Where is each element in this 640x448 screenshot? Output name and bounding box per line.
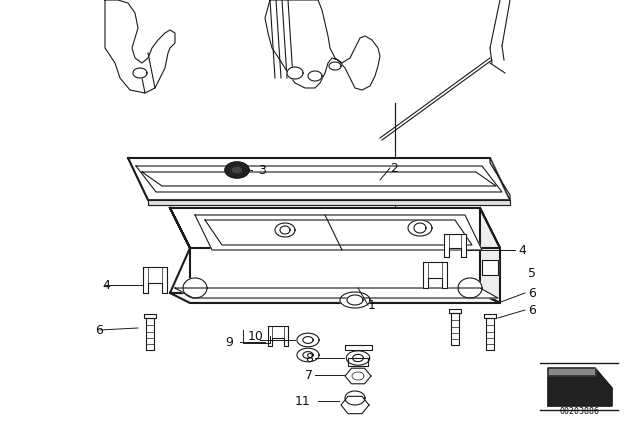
Polygon shape	[287, 67, 303, 79]
Text: 00203886: 00203886	[559, 407, 599, 416]
Polygon shape	[303, 352, 313, 358]
Polygon shape	[225, 162, 249, 178]
Polygon shape	[352, 372, 364, 380]
Polygon shape	[170, 293, 500, 303]
Polygon shape	[231, 166, 243, 174]
Polygon shape	[414, 223, 426, 233]
Text: 9: 9	[225, 336, 233, 349]
Polygon shape	[451, 313, 459, 345]
Polygon shape	[297, 333, 319, 347]
Polygon shape	[265, 0, 380, 90]
Text: 11: 11	[295, 395, 311, 408]
Text: 7: 7	[305, 369, 313, 382]
Polygon shape	[340, 292, 370, 308]
Polygon shape	[148, 200, 510, 205]
Polygon shape	[133, 68, 147, 78]
Polygon shape	[143, 267, 167, 293]
Text: 8: 8	[305, 352, 313, 365]
Polygon shape	[280, 226, 290, 234]
Polygon shape	[458, 278, 482, 298]
Polygon shape	[142, 172, 496, 186]
Polygon shape	[548, 368, 595, 375]
Polygon shape	[275, 223, 295, 237]
Polygon shape	[423, 262, 447, 288]
Polygon shape	[195, 215, 482, 250]
Polygon shape	[449, 309, 461, 313]
Polygon shape	[345, 391, 365, 405]
Polygon shape	[128, 158, 510, 200]
Polygon shape	[353, 354, 364, 362]
Text: 10: 10	[248, 329, 264, 343]
Polygon shape	[484, 314, 496, 318]
Polygon shape	[128, 158, 510, 200]
Polygon shape	[444, 234, 466, 257]
Polygon shape	[136, 166, 502, 192]
Polygon shape	[341, 396, 369, 414]
Polygon shape	[548, 368, 612, 406]
Text: 4: 4	[102, 279, 110, 292]
Polygon shape	[268, 326, 287, 346]
Polygon shape	[205, 220, 472, 245]
Polygon shape	[144, 314, 156, 318]
Polygon shape	[346, 351, 370, 365]
Polygon shape	[486, 318, 493, 349]
Text: 1: 1	[368, 298, 376, 311]
Polygon shape	[175, 288, 498, 298]
Polygon shape	[297, 348, 319, 362]
Polygon shape	[345, 345, 372, 350]
Polygon shape	[170, 208, 190, 293]
Polygon shape	[105, 0, 175, 93]
Polygon shape	[308, 71, 322, 81]
Polygon shape	[482, 260, 498, 275]
Polygon shape	[348, 358, 368, 366]
Polygon shape	[183, 278, 207, 298]
Polygon shape	[480, 208, 500, 303]
Text: 2: 2	[390, 161, 398, 175]
Polygon shape	[303, 336, 313, 344]
Polygon shape	[345, 368, 371, 384]
Polygon shape	[147, 318, 154, 349]
Text: 4: 4	[518, 244, 526, 257]
Text: 6: 6	[528, 303, 536, 316]
Polygon shape	[490, 158, 510, 200]
Text: 6: 6	[95, 323, 103, 336]
Polygon shape	[329, 62, 341, 70]
Polygon shape	[170, 208, 500, 248]
Text: 5: 5	[528, 267, 536, 280]
Polygon shape	[347, 295, 363, 305]
Text: 3: 3	[258, 164, 266, 177]
Text: 6: 6	[528, 287, 536, 300]
Polygon shape	[408, 220, 432, 236]
